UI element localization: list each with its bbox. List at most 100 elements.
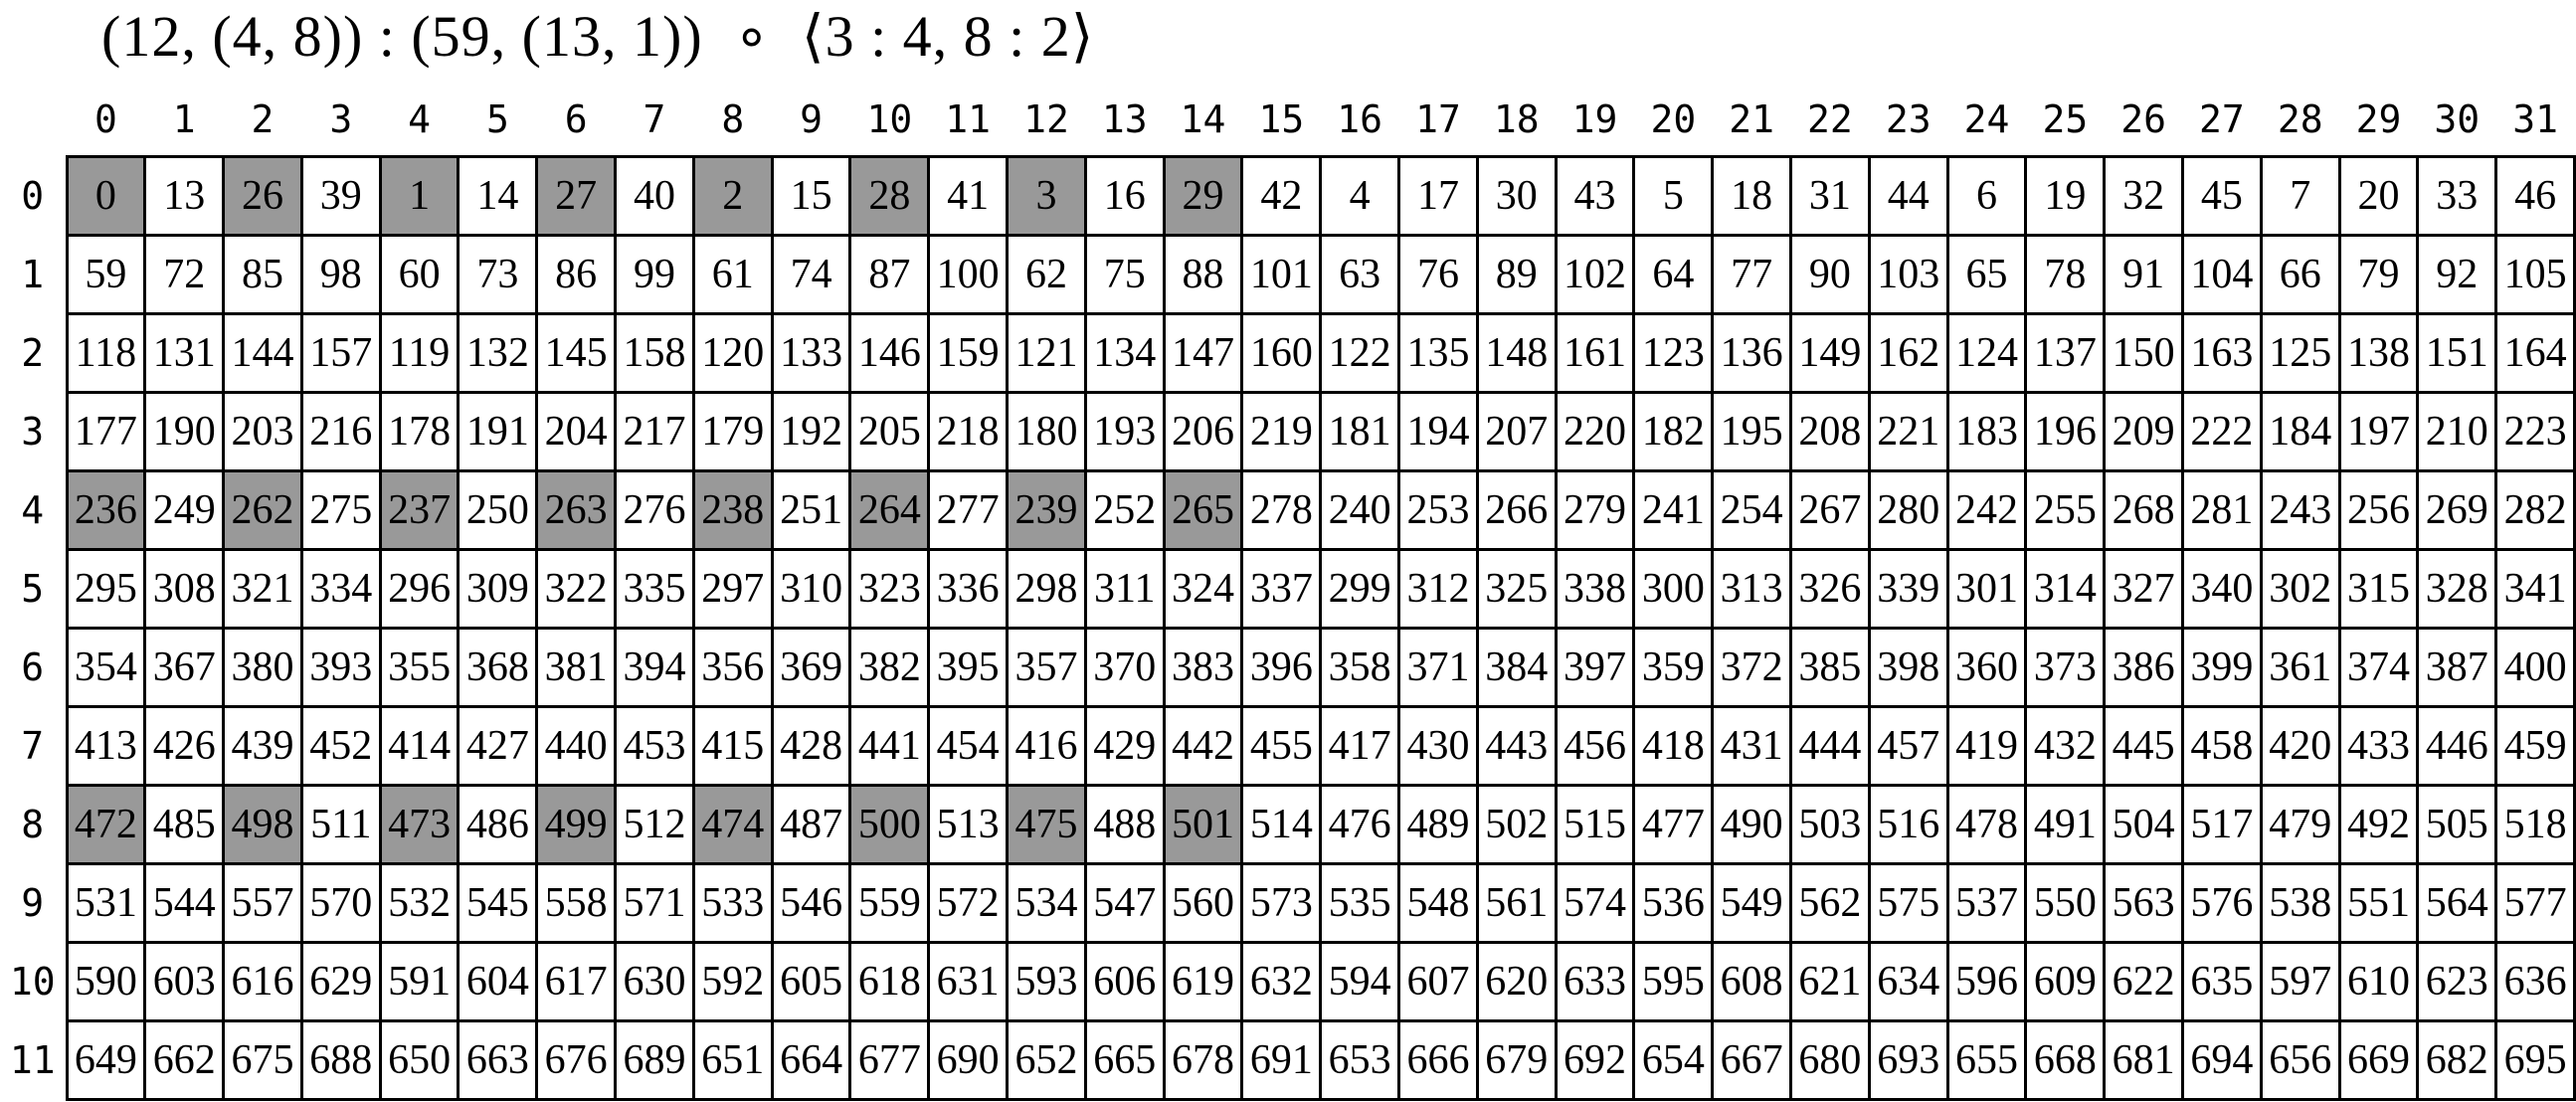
grid-cell: 223 [2494, 390, 2576, 472]
grid-cell: 159 [927, 311, 1010, 394]
col-header: 30 [2434, 96, 2481, 141]
grid-cell: 359 [1632, 626, 1715, 708]
grid-cell: 278 [1240, 468, 1323, 551]
grid-cell: 301 [1945, 547, 2028, 630]
grid-cell: 603 [143, 940, 226, 1022]
grid-cell: 27 [535, 154, 618, 237]
grid-cell: 572 [927, 861, 1010, 944]
col-header: 6 [564, 96, 588, 141]
grid-cell: 41 [927, 154, 1010, 237]
grid-cell: 504 [2103, 783, 2185, 865]
grid-cell: 2 [691, 154, 774, 237]
col-header: 8 [721, 96, 745, 141]
grid-cell: 279 [1554, 468, 1636, 551]
col-header: 26 [2120, 96, 2166, 141]
grid-cell: 651 [691, 1018, 774, 1101]
grid-cell: 296 [378, 547, 460, 630]
grid-cell: 630 [614, 940, 695, 1022]
grid-cell: 429 [1083, 704, 1166, 787]
grid-cell: 43 [1554, 154, 1636, 237]
grid-cell: 250 [457, 468, 539, 551]
grid-cell: 182 [1632, 390, 1715, 472]
grid-cell: 634 [1867, 940, 1949, 1022]
grid-cell: 336 [927, 547, 1010, 630]
grid-cell: 355 [378, 626, 460, 708]
grid-cell: 33 [2416, 154, 2498, 237]
col-header: 20 [1650, 96, 1697, 141]
grid-cell: 485 [143, 783, 226, 865]
grid-cell: 275 [299, 468, 382, 551]
grid-cell: 207 [1475, 390, 1558, 472]
row-header: 5 [0, 549, 67, 628]
grid-cell: 650 [378, 1018, 460, 1101]
grid-cell: 205 [848, 390, 931, 472]
grid-cell: 334 [299, 547, 382, 630]
grid-cell: 121 [1006, 311, 1087, 394]
grid-cell: 386 [2103, 626, 2185, 708]
grid-cell: 677 [848, 1018, 931, 1101]
grid-cell: 163 [2181, 311, 2263, 394]
grid-cell: 328 [2416, 547, 2498, 630]
grid-cell: 532 [378, 861, 460, 944]
grid-cell: 576 [2181, 861, 2263, 944]
grid-cell: 312 [1397, 547, 1479, 630]
grid-cell: 324 [1162, 547, 1244, 630]
grid-cell: 595 [1632, 940, 1715, 1022]
grid-cell: 398 [1867, 626, 1949, 708]
grid-cell: 417 [1319, 704, 1401, 787]
grid-cell: 393 [299, 626, 382, 708]
grid-cell: 16 [1083, 154, 1166, 237]
grid-cell: 623 [2416, 940, 2498, 1022]
grid-cell: 476 [1319, 783, 1401, 865]
grid-cell: 455 [1240, 704, 1323, 787]
grid-cell: 87 [848, 233, 931, 315]
grid-cell: 441 [848, 704, 931, 787]
grid-cell: 147 [1162, 311, 1244, 394]
grid-cell: 308 [143, 547, 226, 630]
grid-cell: 32 [2103, 154, 2185, 237]
grid-cell: 136 [1711, 311, 1793, 394]
grid-cell: 91 [2103, 233, 2185, 315]
grid-cell: 79 [2337, 233, 2420, 315]
grid-cell: 518 [2494, 783, 2576, 865]
grid-cell: 313 [1711, 547, 1793, 630]
grid-cell: 399 [2181, 626, 2263, 708]
grid-cell: 190 [143, 390, 226, 472]
grid-cell: 309 [457, 547, 539, 630]
grid-cell: 544 [143, 861, 226, 944]
grid-cell: 335 [614, 547, 695, 630]
grid-cell: 636 [2494, 940, 2576, 1022]
grid-cell: 557 [222, 861, 303, 944]
grid-cell: 40 [614, 154, 695, 237]
grid-cell: 180 [1006, 390, 1087, 472]
grid-cell: 151 [2416, 311, 2498, 394]
grid-cell: 1 [378, 154, 460, 237]
grid-cell: 619 [1162, 940, 1244, 1022]
grid-cell: 269 [2416, 468, 2498, 551]
grid-cell: 452 [299, 704, 382, 787]
grid-cell: 74 [770, 233, 852, 315]
grid-cell: 369 [770, 626, 852, 708]
grid-cell: 20 [2337, 154, 2420, 237]
grid-cell: 66 [2259, 233, 2341, 315]
grid-cell: 635 [2181, 940, 2263, 1022]
grid-cell: 89 [1475, 233, 1558, 315]
grid-cell: 457 [1867, 704, 1949, 787]
grid-cell: 534 [1006, 861, 1087, 944]
grid-cell: 453 [614, 704, 695, 787]
col-header: 23 [1885, 96, 1932, 141]
grid-cell: 218 [927, 390, 1010, 472]
grid-cell: 92 [2416, 233, 2498, 315]
grid-cell: 551 [2337, 861, 2420, 944]
grid-cell: 538 [2259, 861, 2341, 944]
grid-cell: 387 [2416, 626, 2498, 708]
grid-cell: 395 [927, 626, 1010, 708]
grid-cell: 17 [1397, 154, 1479, 237]
grid-cell: 688 [299, 1018, 382, 1101]
grid-cell: 694 [2181, 1018, 2263, 1101]
grid-cell: 535 [1319, 861, 1401, 944]
grid-cell: 5 [1632, 154, 1715, 237]
grid-cell: 475 [1006, 783, 1087, 865]
grid-cell: 415 [691, 704, 774, 787]
grid-cell: 487 [770, 783, 852, 865]
